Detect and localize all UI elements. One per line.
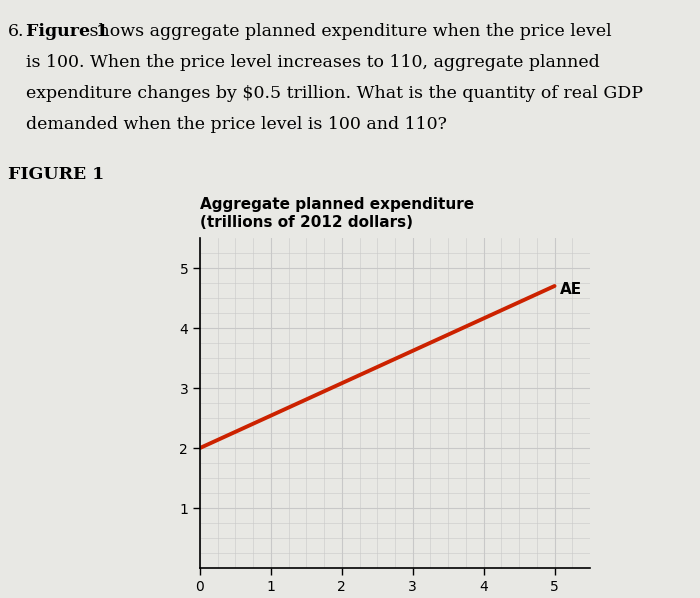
Text: is 100. When the price level increases to 110, aggregate planned: is 100. When the price level increases t… bbox=[26, 54, 600, 71]
Text: 6.: 6. bbox=[8, 23, 25, 40]
Text: FIGURE 1: FIGURE 1 bbox=[8, 166, 104, 183]
Text: Aggregate planned expenditure
(trillions of 2012 dollars): Aggregate planned expenditure (trillions… bbox=[200, 197, 474, 230]
Text: demanded when the price level is 100 and 110?: demanded when the price level is 100 and… bbox=[26, 116, 447, 133]
Text: AE: AE bbox=[560, 282, 582, 297]
Text: shows aggregate planned expenditure when the price level: shows aggregate planned expenditure when… bbox=[84, 23, 612, 40]
Text: expenditure changes by $0.5 trillion. What is the quantity of real GDP: expenditure changes by $0.5 trillion. Wh… bbox=[26, 85, 643, 102]
Text: Figure 1: Figure 1 bbox=[26, 23, 108, 40]
